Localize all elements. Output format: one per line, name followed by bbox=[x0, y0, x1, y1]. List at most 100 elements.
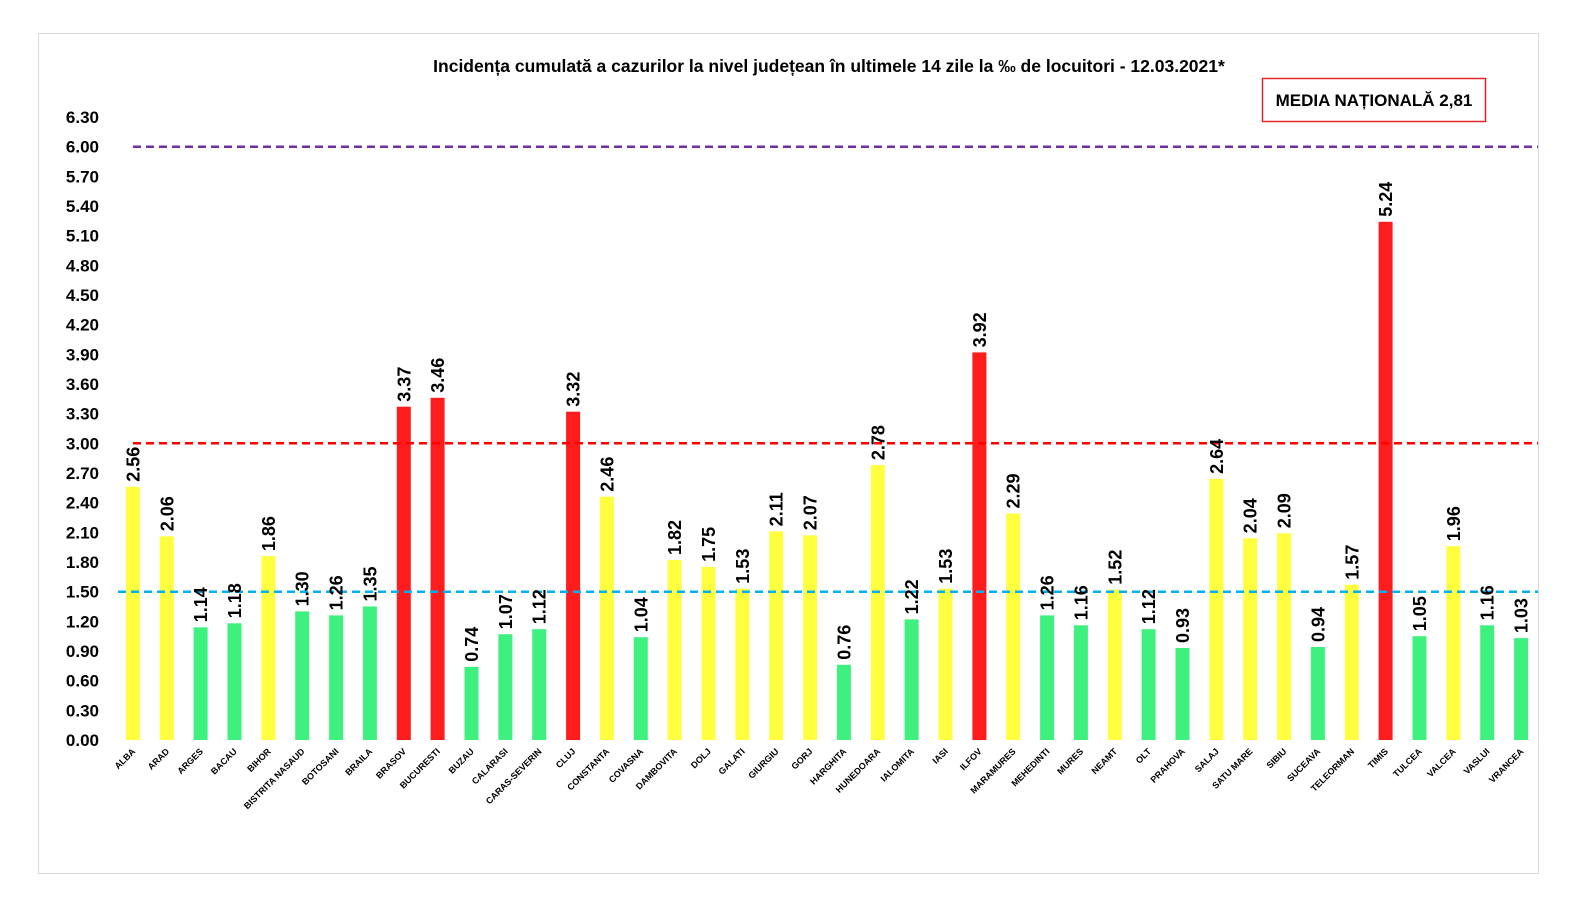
value-label-brasov: 3.37 bbox=[394, 367, 414, 402]
bar-mehedinti bbox=[1040, 615, 1055, 740]
y-tick-label-3-90: 3.90 bbox=[66, 345, 99, 364]
value-label-calarasi: 1.07 bbox=[496, 594, 516, 629]
bar-iasi bbox=[938, 588, 953, 740]
y-tick-label-3-60: 3.60 bbox=[66, 375, 99, 394]
bar-braila bbox=[362, 606, 377, 740]
value-label-olt: 1.12 bbox=[1139, 589, 1159, 624]
bar-bistrita-nasaud bbox=[295, 611, 310, 740]
value-label-dambovita: 1.82 bbox=[665, 520, 685, 555]
value-label-arges: 1.14 bbox=[191, 587, 211, 622]
y-tick-label-6-30: 6.30 bbox=[66, 108, 99, 127]
bar-alba bbox=[125, 486, 140, 740]
bar-botosani bbox=[329, 615, 344, 740]
value-label-caras-severin: 1.12 bbox=[530, 589, 550, 624]
y-tick-label-4-80: 4.80 bbox=[66, 256, 99, 275]
bar-mures bbox=[1073, 625, 1088, 740]
y-tick-label-1-20: 1.20 bbox=[66, 612, 99, 631]
bar-ialomita bbox=[904, 619, 919, 740]
value-label-sibiu: 2.09 bbox=[1275, 493, 1295, 528]
bar-arges bbox=[193, 627, 208, 740]
value-label-botosani: 1.26 bbox=[327, 575, 347, 610]
bar-constanta bbox=[599, 496, 614, 740]
bar-satu-mare bbox=[1243, 538, 1258, 740]
value-label-constanta: 2.46 bbox=[597, 457, 617, 492]
y-tick-label-4-50: 4.50 bbox=[66, 286, 99, 305]
bar-neamt bbox=[1107, 589, 1122, 740]
value-label-satu-mare: 2.04 bbox=[1241, 498, 1261, 533]
value-label-vrancea: 1.03 bbox=[1512, 598, 1532, 633]
value-label-suceava: 0.94 bbox=[1308, 607, 1328, 642]
bar-sibiu bbox=[1277, 533, 1292, 740]
reference-lines bbox=[118, 145, 1538, 593]
bar-dambovita bbox=[667, 560, 682, 740]
y-tick-label-5-40: 5.40 bbox=[66, 197, 99, 216]
national-average-box: MEDIA NAȚIONALĂ 2,81 bbox=[1261, 77, 1487, 123]
y-tick-label-3-30: 3.30 bbox=[66, 405, 99, 424]
bar-vrancea bbox=[1514, 638, 1529, 740]
value-label-neamt: 1.52 bbox=[1105, 550, 1125, 585]
bar-dolj bbox=[701, 566, 716, 740]
y-axis: 0.00 0.30 0.60 0.90 1.20 1.50 1.80 2.10 2.40 2.70… bbox=[66, 108, 99, 750]
bar-brasov bbox=[396, 406, 411, 740]
value-label-galati: 1.53 bbox=[733, 549, 753, 584]
bar-caras-severin bbox=[532, 629, 547, 740]
y-tick-label-1-80: 1.80 bbox=[66, 553, 99, 572]
bar-ilfov bbox=[972, 352, 987, 740]
bar-bihor bbox=[261, 556, 276, 740]
value-label-dolj: 1.75 bbox=[699, 527, 719, 562]
bar-timis bbox=[1378, 221, 1393, 741]
bar-buzau bbox=[464, 666, 479, 740]
y-tick-label-5-10: 5.10 bbox=[66, 227, 99, 246]
value-label-tulcea: 1.05 bbox=[1410, 596, 1430, 631]
bar-gorj bbox=[803, 535, 818, 740]
y-tick-label-0-30: 0.30 bbox=[66, 701, 99, 720]
bar-harghita bbox=[836, 664, 851, 740]
value-label-arad: 2.06 bbox=[157, 496, 177, 531]
national-average-label: MEDIA NAȚIONALĂ 2,81 bbox=[1276, 91, 1473, 110]
bar-vaslui bbox=[1480, 625, 1495, 740]
value-label-timis: 5.24 bbox=[1376, 182, 1396, 217]
bar-maramures bbox=[1006, 513, 1021, 740]
value-label-cluj: 3.32 bbox=[564, 372, 584, 407]
value-label-bacau: 1.18 bbox=[225, 583, 245, 618]
value-label-hunedoara: 2.78 bbox=[868, 425, 888, 460]
value-label-bucuresti: 3.46 bbox=[428, 358, 448, 393]
y-tick-label-5-70: 5.70 bbox=[66, 167, 99, 186]
y-tick-label-0-60: 0.60 bbox=[66, 672, 99, 691]
value-label-vaslui: 1.16 bbox=[1478, 585, 1498, 620]
bars bbox=[125, 221, 1529, 741]
y-tick-label-2-10: 2.10 bbox=[66, 523, 99, 542]
value-label-ilfov: 3.92 bbox=[970, 312, 990, 347]
value-label-valcea: 1.96 bbox=[1444, 506, 1464, 541]
bar-covasna bbox=[633, 637, 648, 740]
chart-title: Incidența cumulată a cazurilor la nivel … bbox=[433, 56, 1225, 76]
value-label-prahova: 0.93 bbox=[1173, 608, 1193, 643]
value-label-teleorman: 1.57 bbox=[1342, 545, 1362, 580]
value-label-gorj: 2.07 bbox=[801, 495, 821, 530]
bar-teleorman bbox=[1344, 584, 1359, 740]
value-label-mehedinti: 1.26 bbox=[1038, 575, 1058, 610]
value-label-harghita: 0.76 bbox=[834, 625, 854, 660]
national-average-border bbox=[1261, 77, 1487, 123]
bar-calarasi bbox=[498, 634, 513, 740]
value-label-buzau: 0.74 bbox=[462, 627, 482, 662]
y-tick-label-2-40: 2.40 bbox=[66, 494, 99, 513]
bar-salaj bbox=[1209, 478, 1224, 740]
value-label-mures: 1.16 bbox=[1071, 585, 1091, 620]
value-label-braila: 1.35 bbox=[360, 566, 380, 601]
bar-galati bbox=[735, 588, 750, 740]
bar-giurgiu bbox=[769, 531, 784, 740]
bar-prahova bbox=[1175, 648, 1190, 740]
value-labels: 2.56 2.06 1.14 1.18 1.86 1.30 1.26 1.35 3.37 3.46… bbox=[123, 182, 1531, 662]
value-label-maramures: 2.29 bbox=[1004, 473, 1024, 508]
bar-bacau bbox=[227, 623, 242, 740]
y-tick-label-0-00: 0.00 bbox=[66, 731, 99, 750]
bar-suceava bbox=[1310, 647, 1325, 740]
bar-arad bbox=[159, 536, 174, 740]
y-tick-label-0-90: 0.90 bbox=[66, 642, 99, 661]
y-tick-label-6-00: 6.00 bbox=[66, 138, 99, 157]
bar-valcea bbox=[1446, 546, 1461, 740]
value-label-ialomita: 1.22 bbox=[902, 579, 922, 614]
value-label-covasna: 1.04 bbox=[631, 597, 651, 632]
